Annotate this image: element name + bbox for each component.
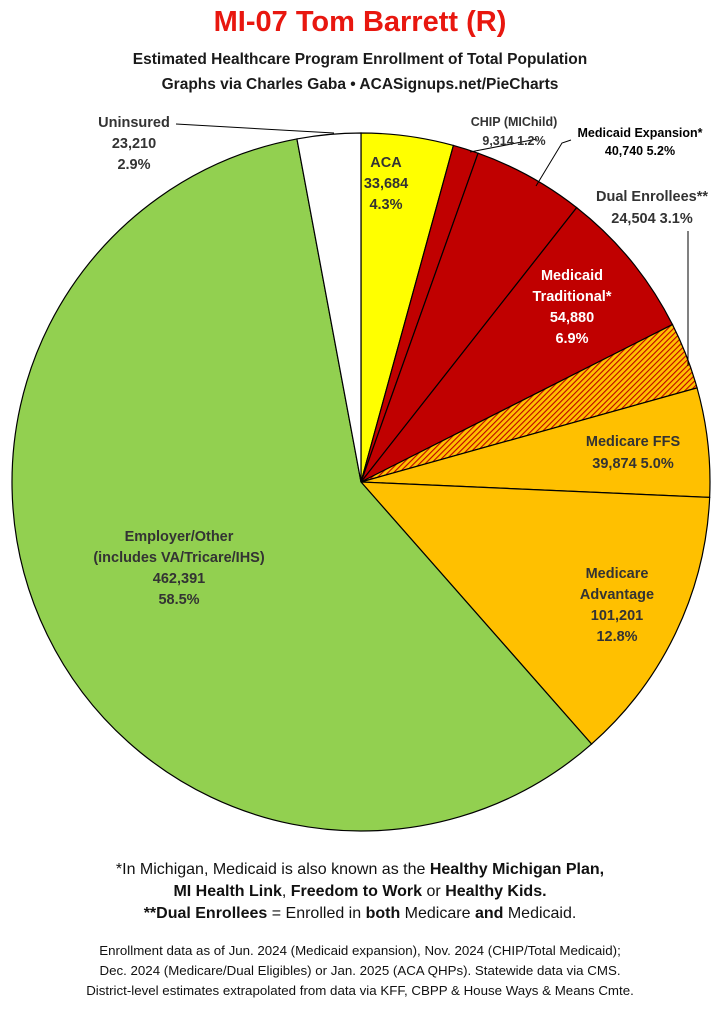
chart-credit: Graphs via Charles Gaba • ACASignups.net… [161, 76, 559, 93]
chart-subtitle: Estimated Healthcare Program Enrollment … [132, 51, 588, 68]
pie-slice-uninsured [296, 132, 362, 483]
slice-label-dual-line: Dual Enrollees** [596, 189, 708, 205]
footnote-medicaid-programs: MI Health Link, Freedom to Work or Healt… [173, 883, 547, 900]
slice-label-uninsured-line: Uninsured [98, 115, 170, 131]
slice-label-chip-line: 9,314 1.2% [482, 134, 545, 148]
slice-label-employer-line: Employer/Other [125, 529, 234, 545]
slice-label-medicare_ffs-line: Medicare FFS [586, 434, 681, 450]
slice-label-medicaid_expansion-line: Medicaid Expansion* [577, 126, 702, 140]
leader-line-medicaid_expansion [535, 139, 572, 187]
slice-label-medicaid_traditional-line: 54,880 [550, 310, 594, 326]
slice-label-chip: CHIP (MIChild) 9,314 1.2% [471, 115, 558, 148]
source-note-line-3: District-level estimates extrapolated fr… [86, 983, 634, 998]
slice-label-dual-line: 24,504 3.1% [611, 211, 693, 227]
slice-label-aca-line: 33,684 [364, 176, 408, 192]
source-note-line-2: Dec. 2024 (Medicare/Dual Eligibles) or J… [99, 963, 621, 978]
footnote-medicaid-names: *In Michigan, Medicaid is also known as … [115, 861, 605, 878]
chart-title: MI-07 Tom Barrett (R) [213, 6, 507, 38]
slice-label-employer: Employer/Other (includes VA/Tricare/IHS) 4… [93, 529, 265, 608]
slice-label-employer-line: 58.5% [158, 592, 199, 608]
slice-label-medicaid_traditional-line: 6.9% [555, 331, 588, 347]
slice-label-medicaid_traditional: Medicaid Traditional* 54,880 6.9% [533, 268, 612, 347]
pie-slice-medicare_adv [359, 481, 711, 745]
source-note-line-1: Enrollment data as of Jun. 2024 (Medicai… [99, 943, 621, 958]
slice-label-employer-line: 462,391 [153, 571, 205, 587]
leader-line-uninsured [175, 123, 335, 134]
pie-chart: ACA 33,684 4.3% CHIP (MIChild) 9,314 1.2% Med… [11, 115, 711, 832]
slice-label-uninsured-line: 23,210 [112, 136, 156, 152]
slice-label-aca: ACA 33,684 4.3% [364, 155, 408, 213]
leader-line-chip [469, 138, 538, 153]
slice-label-employer-line: (includes VA/Tricare/IHS) [93, 550, 265, 566]
slice-label-aca-line: ACA [370, 155, 402, 171]
footnote-dual-enrollees: **Dual Enrollees = Enrolled in both Medi… [143, 905, 577, 922]
pie-slice-medicaid_traditional [360, 206, 674, 483]
slice-label-medicare_adv-line: 12.8% [596, 629, 637, 645]
slice-label-uninsured: Uninsured 23,210 2.9% [98, 115, 170, 173]
slice-label-medicaid_expansion: Medicaid Expansion* 40,740 5.2% [577, 126, 702, 158]
slice-label-dual: Dual Enrollees** 24,504 3.1% [596, 189, 708, 227]
slice-label-medicare_adv-line: 101,201 [591, 608, 643, 624]
slice-label-medicaid_traditional-line: Medicaid [541, 268, 603, 284]
slice-label-uninsured-line: 2.9% [117, 157, 150, 173]
slice-label-medicare_ffs-line: 39,874 5.0% [592, 456, 674, 472]
pie-slice-employer [11, 138, 593, 832]
slice-label-chip-line: CHIP (MIChild) [471, 115, 558, 129]
slice-label-medicare_adv: Medicare Advantage 101,201 12.8% [580, 566, 654, 645]
slice-label-medicare_ffs: Medicare FFS 39,874 5.0% [586, 434, 681, 472]
slice-label-medicaid_expansion-line: 40,740 5.2% [605, 144, 675, 158]
slice-label-aca-line: 4.3% [369, 197, 402, 213]
slice-label-medicare_adv-line: Advantage [580, 587, 654, 603]
slice-label-medicare_adv-line: Medicare [586, 566, 649, 582]
slice-label-medicaid_traditional-line: Traditional* [533, 289, 612, 305]
